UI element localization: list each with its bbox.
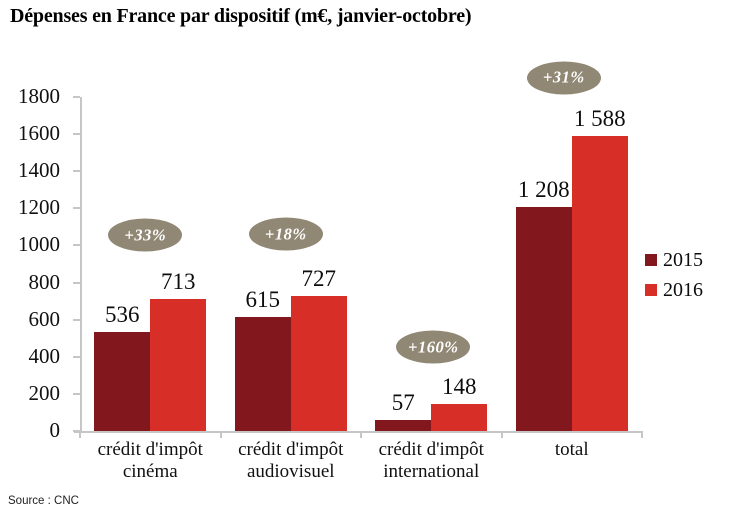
y-axis-tick-label: 600 <box>28 306 61 331</box>
bar-2016 <box>431 403 488 431</box>
bar-value-label: 727 <box>301 266 337 292</box>
y-tick <box>73 244 80 247</box>
category-label: crédit d'impôt audiovisuel <box>238 439 344 482</box>
bar-value-label: 1 588 <box>573 106 626 132</box>
source-note: Source : CNC <box>8 495 79 507</box>
y-tick <box>73 392 80 395</box>
y-tick <box>73 281 80 284</box>
y-tick <box>73 318 80 321</box>
bar-2015 <box>375 420 432 431</box>
category-label: crédit d'impôt international <box>378 439 484 482</box>
y-axis-tick-label: 1600 <box>18 121 60 146</box>
x-tick <box>360 431 362 438</box>
growth-badge: +33% <box>108 218 183 252</box>
bar-value-label: 713 <box>161 268 196 294</box>
x-axis-line <box>74 431 642 433</box>
legend-item-2016: 2016 <box>645 280 703 300</box>
y-axis-tick-label: 200 <box>28 380 61 405</box>
y-tick <box>73 430 80 432</box>
bar-2015 <box>515 206 572 431</box>
bar-value-label: 536 <box>105 301 140 327</box>
growth-badge: +31% <box>526 61 601 95</box>
x-tick <box>79 431 81 438</box>
y-axis-tick-label: 800 <box>28 269 61 294</box>
category-label: total <box>554 439 589 460</box>
y-tick <box>73 96 80 98</box>
bar-value-label: 148 <box>442 373 477 399</box>
legend-label: 2016 <box>663 279 703 301</box>
bar-value-label: 57 <box>391 390 415 416</box>
legend-swatch <box>645 284 657 296</box>
bar-2016 <box>290 296 347 431</box>
chart-legend: 2015 2016 <box>645 250 703 310</box>
y-tick <box>73 355 80 358</box>
bar-value-label: 1 208 <box>517 176 570 202</box>
x-tick <box>219 431 222 438</box>
category-label: crédit d'impôt cinéma <box>97 439 203 482</box>
bar-2016 <box>150 298 207 431</box>
bar-value-label: 615 <box>245 286 281 312</box>
growth-badge: +18% <box>248 217 323 251</box>
bar-2016 <box>571 136 628 431</box>
y-axis-tick-label: 1800 <box>18 84 60 108</box>
bar-2015 <box>234 316 291 431</box>
chart-title: Dépenses en France par dispositif (m€, j… <box>10 5 472 27</box>
y-axis-tick-label: 1400 <box>18 158 60 183</box>
bar-2015 <box>94 331 151 431</box>
y-axis-tick-label: 1000 <box>18 232 60 257</box>
x-tick <box>500 431 503 438</box>
legend-swatch <box>645 254 657 266</box>
y-axis-line <box>80 97 82 431</box>
growth-badge: +160% <box>396 330 471 364</box>
x-tick <box>641 431 643 438</box>
y-axis-tick-label: 1200 <box>18 195 60 220</box>
y-tick <box>73 207 80 210</box>
y-axis-tick-label: 0 <box>49 418 61 442</box>
y-axis-tick-label: 400 <box>28 343 61 368</box>
y-tick <box>73 170 80 173</box>
y-tick <box>73 133 80 136</box>
legend-label: 2015 <box>663 249 703 271</box>
legend-item-2015: 2015 <box>645 250 703 270</box>
